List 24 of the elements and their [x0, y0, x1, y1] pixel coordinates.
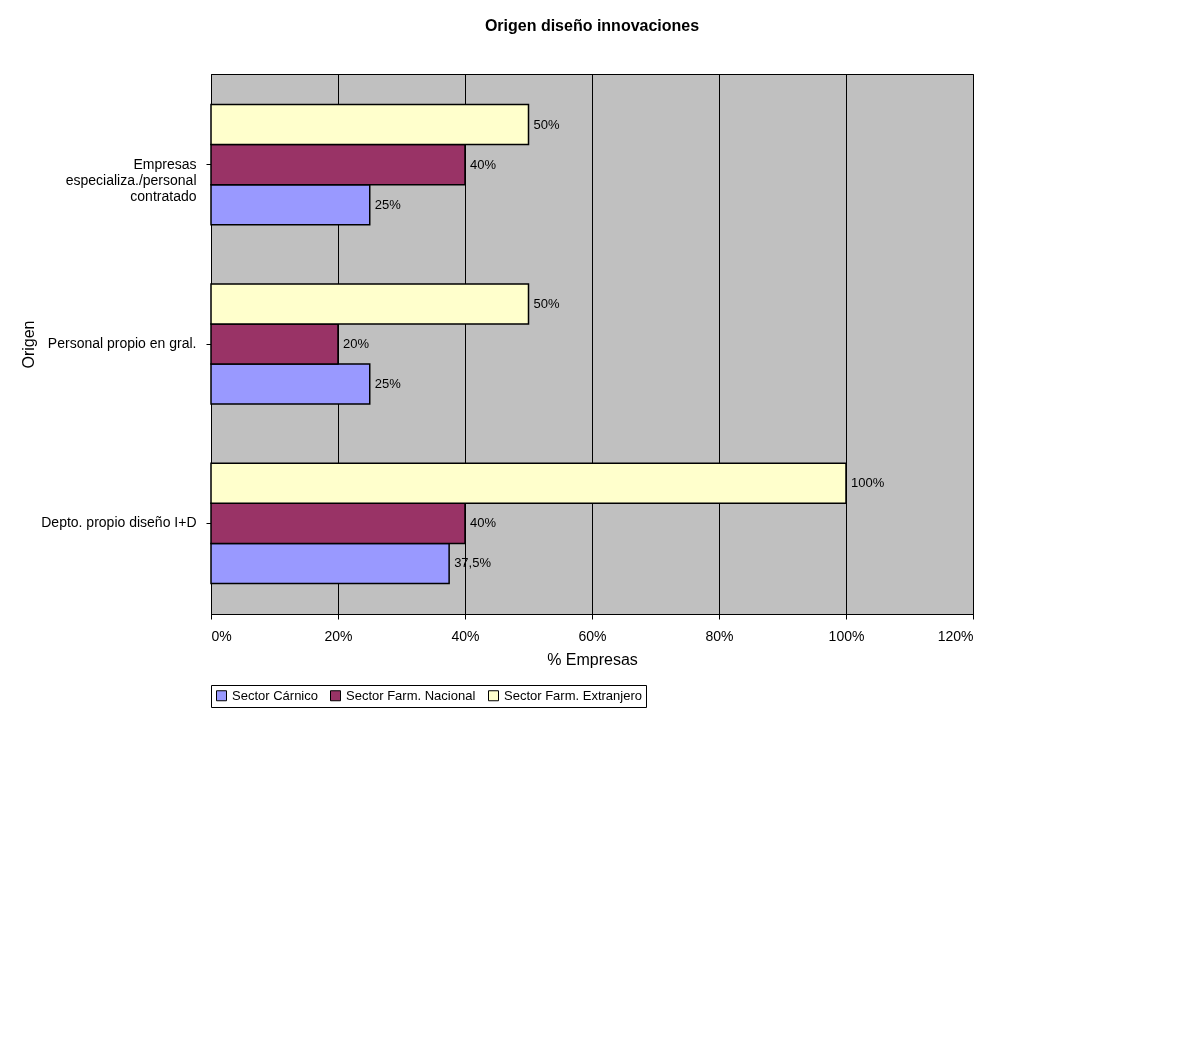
y-tick-label: Depto. propio diseño I+D	[41, 514, 197, 531]
data-label: 50%	[533, 295, 560, 311]
y-tick-label: Personal propio en gral.	[47, 335, 197, 351]
data-label: 40%	[470, 156, 497, 172]
data-label: 20%	[343, 336, 370, 351]
data-label: 50%	[533, 116, 560, 132]
x-axis-title: % Empresas	[547, 650, 638, 668]
x-tick-label: 120%	[937, 627, 974, 644]
data-label: 25%	[374, 376, 402, 392]
y-tick-label: Empresas especializa./personal contratado	[65, 155, 197, 204]
legend-label: Sector Farm. Nacional	[346, 687, 476, 703]
chart-title: Origen diseño innovaciones	[484, 17, 700, 34]
x-tick-label: 100%	[828, 627, 865, 644]
data-label: 40%	[470, 515, 497, 531]
y-axis-title: Origen	[20, 320, 38, 369]
data-label: 100%	[851, 475, 885, 491]
x-tick-label: 80%	[705, 627, 734, 644]
x-tick-label: 0%	[211, 627, 232, 644]
legend-label: Sector Cárnico	[232, 687, 318, 703]
legend-label: Sector Farm. Extranjero	[504, 687, 642, 703]
data-label: 25%	[374, 196, 402, 212]
x-tick-label: 60%	[578, 627, 607, 644]
x-tick-label: 40%	[451, 627, 480, 644]
x-tick-label: 20%	[324, 627, 353, 644]
